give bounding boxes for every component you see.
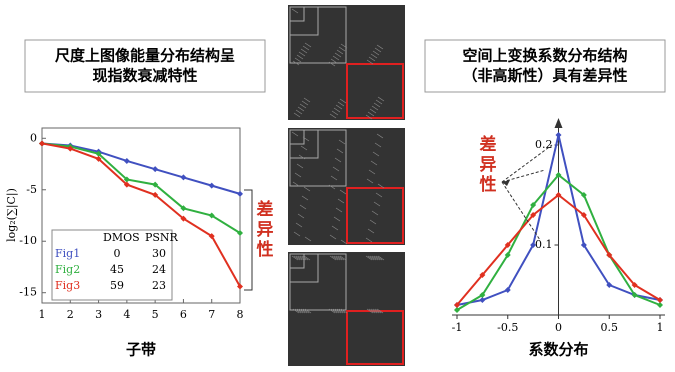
legend-entry: Fig2 <box>55 263 80 276</box>
x-axis-label: 系数分布 <box>528 341 588 359</box>
x-tick-label: -1 <box>452 321 463 334</box>
x-tick-label: 6 <box>180 308 187 321</box>
chart-title: 现指数衰减特性 <box>92 67 197 85</box>
annotation-char: 异 <box>480 155 497 175</box>
marker <box>237 191 243 197</box>
legend-dmos: 0 <box>114 247 121 260</box>
annotation-char: 差 <box>480 134 497 155</box>
y-tick-label: 0.1 <box>535 238 553 251</box>
y-axis-label: log₂(∑|C|) <box>5 188 19 242</box>
chart-title: 尺度上图像能量分布结构呈 <box>55 47 235 65</box>
marker <box>152 166 158 172</box>
chart-title: （非高斯性）具有差异性 <box>462 67 627 85</box>
annotation: 差异性 <box>257 199 274 260</box>
annotation-char: 性 <box>257 239 274 260</box>
legend-entry: Fig1 <box>55 247 80 260</box>
annotation-arrow <box>502 145 552 182</box>
chart-title: 空间上变换系数分布结构 <box>462 47 627 65</box>
legend-dmos: 59 <box>110 279 124 292</box>
legend-header: PSNR <box>145 231 179 244</box>
x-axis-label: 子带 <box>126 341 156 359</box>
x-tick-label: 5 <box>152 308 159 321</box>
y-tick-label: -5 <box>26 183 37 196</box>
legend-dmos: 45 <box>110 263 124 276</box>
x-tick-label: 1 <box>39 308 46 321</box>
annotation-char: 性 <box>480 174 497 195</box>
x-tick-label: 0 <box>555 321 562 334</box>
x-tick-label: 3 <box>95 308 102 321</box>
y-tick-label: 0 <box>30 131 37 144</box>
x-tick-label: 1 <box>657 321 664 334</box>
marker <box>180 174 186 180</box>
marker <box>39 140 45 146</box>
marker <box>124 158 130 164</box>
x-tick-label: 0.5 <box>601 321 619 334</box>
annotation-bracket <box>244 190 252 290</box>
annotation: 差异性 <box>480 134 497 195</box>
x-tick-label: -0.5 <box>497 321 518 334</box>
x-tick-label: 4 <box>123 308 130 321</box>
x-tick-label: 8 <box>237 308 244 321</box>
y-tick-label: -10 <box>19 234 37 247</box>
axis-arrow <box>555 118 563 128</box>
annotation-arrow <box>502 170 545 182</box>
y-tick-label: 0.2 <box>535 138 553 151</box>
x-tick-label: 7 <box>208 308 215 321</box>
legend-psnr: 23 <box>152 279 166 292</box>
series-line <box>42 143 240 233</box>
annotation-arrow <box>502 182 540 240</box>
legend-psnr: 30 <box>152 247 166 260</box>
marker <box>556 132 562 138</box>
legend-psnr: 24 <box>152 263 166 276</box>
annotation-char: 异 <box>257 220 274 240</box>
annotation-char: 差 <box>257 199 274 220</box>
legend-entry: Fig3 <box>55 279 80 292</box>
y-tick-label: -15 <box>19 286 37 299</box>
legend-header: DMOS <box>103 231 140 244</box>
x-tick-label: 2 <box>67 308 74 321</box>
figure: 尺度上图像能量分布结构呈现指数衰减特性子带log₂(∑|C|)0-5-10-15… <box>0 0 675 368</box>
marker <box>209 183 215 189</box>
